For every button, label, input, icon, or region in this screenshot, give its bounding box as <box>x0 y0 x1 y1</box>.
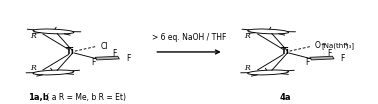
Text: F: F <box>341 54 345 63</box>
Text: +: + <box>343 42 348 47</box>
Text: > 6 eq. NaOH / THF: > 6 eq. NaOH / THF <box>152 33 226 42</box>
Text: F: F <box>91 58 95 67</box>
Text: F: F <box>113 49 117 58</box>
Text: Ti: Ti <box>280 47 290 56</box>
Polygon shape <box>95 56 119 60</box>
Text: 1a,b: 1a,b <box>28 93 48 102</box>
Text: R: R <box>245 32 250 40</box>
Text: Ti: Ti <box>66 47 75 56</box>
Polygon shape <box>310 56 334 60</box>
Text: F: F <box>327 49 332 58</box>
Text: 4a: 4a <box>279 93 291 102</box>
Text: R: R <box>245 64 250 72</box>
Text: F: F <box>305 58 310 67</box>
Text: −: − <box>320 42 325 47</box>
Text: Cl: Cl <box>101 42 108 51</box>
Text: ( a R = Me, b R = Et): ( a R = Me, b R = Et) <box>44 93 126 102</box>
Text: [Na(thf)₃]: [Na(thf)₃] <box>322 42 355 49</box>
Text: R: R <box>30 32 36 40</box>
Text: R: R <box>30 64 36 72</box>
Text: F: F <box>126 54 130 63</box>
Text: O: O <box>314 41 320 50</box>
